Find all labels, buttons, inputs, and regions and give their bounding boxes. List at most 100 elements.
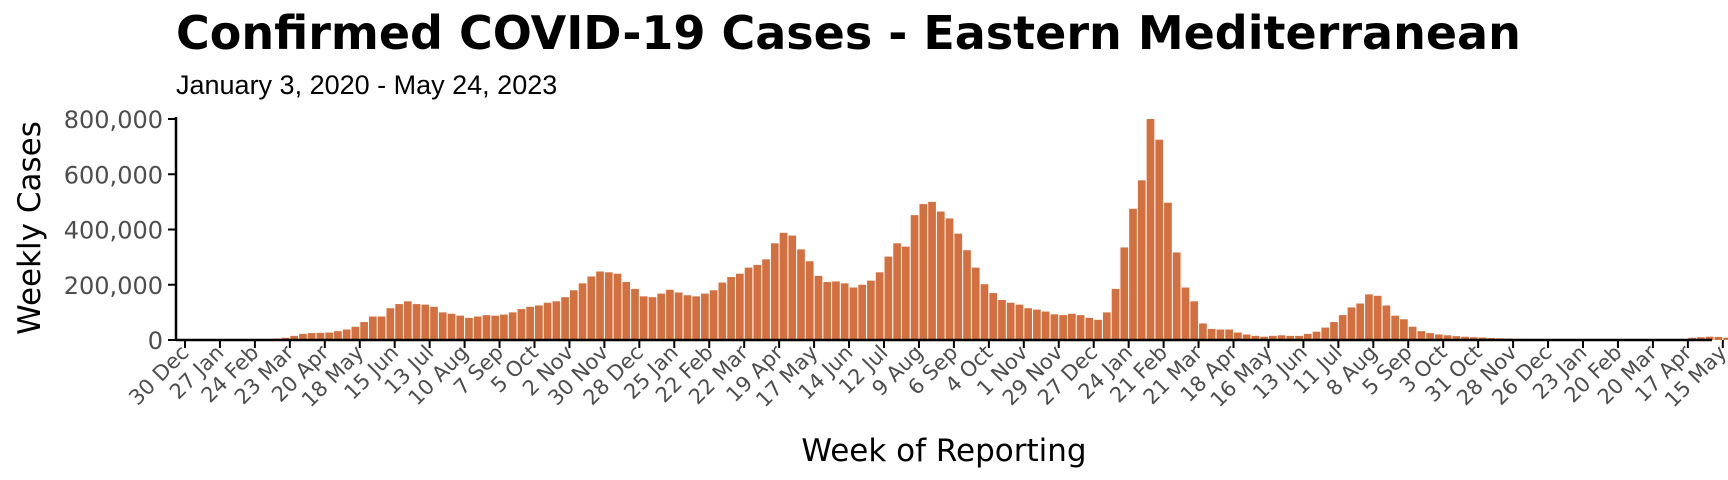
bar-week-83 bbox=[910, 215, 919, 340]
bar-week-42 bbox=[552, 301, 561, 340]
bar-week-80 bbox=[884, 256, 893, 340]
bar-week-59 bbox=[701, 293, 709, 340]
bar-week-97 bbox=[1033, 309, 1041, 340]
bar-week-124 bbox=[1268, 335, 1277, 340]
bar-week-22 bbox=[377, 316, 386, 340]
y-axis-title: Weekly Cases bbox=[12, 121, 48, 335]
bar-week-54 bbox=[657, 293, 666, 340]
bar-week-125 bbox=[1277, 335, 1286, 340]
chart-subtitle: January 3, 2020 - May 24, 2023 bbox=[176, 70, 558, 100]
bar-week-173 bbox=[1697, 337, 1705, 340]
bar-week-92 bbox=[989, 293, 998, 340]
bar-week-138 bbox=[1391, 315, 1399, 340]
bar-week-77 bbox=[858, 284, 866, 340]
bar-week-40 bbox=[535, 305, 543, 340]
bar-week-72 bbox=[814, 275, 823, 340]
bar-week-45 bbox=[578, 283, 587, 340]
bar-week-30 bbox=[447, 313, 456, 340]
bar-week-29 bbox=[438, 312, 447, 341]
bar-week-69 bbox=[788, 235, 797, 340]
bar-week-38 bbox=[517, 309, 526, 340]
bar-week-175 bbox=[1714, 336, 1723, 340]
bar-week-51 bbox=[631, 288, 639, 340]
bar-week-132 bbox=[1338, 315, 1347, 340]
bar-week-131 bbox=[1330, 322, 1338, 340]
bar-week-24 bbox=[395, 304, 403, 340]
bar-week-27 bbox=[421, 304, 430, 340]
bar-week-68 bbox=[779, 232, 788, 340]
bar-week-49 bbox=[613, 273, 622, 340]
bar-week-66 bbox=[762, 259, 770, 340]
bar-week-31 bbox=[456, 315, 465, 340]
bar-week-136 bbox=[1373, 295, 1382, 340]
bars-group bbox=[255, 119, 1728, 341]
bar-week-176 bbox=[1723, 337, 1728, 340]
bar-week-20 bbox=[360, 322, 368, 340]
y-tick-label: 800,000 bbox=[64, 106, 163, 134]
bar-week-18 bbox=[342, 329, 351, 340]
bar-week-55 bbox=[666, 289, 674, 340]
bar-week-34 bbox=[482, 315, 491, 340]
bar-week-90 bbox=[971, 267, 980, 340]
bar-week-52 bbox=[639, 296, 648, 340]
bar-week-82 bbox=[902, 246, 910, 340]
bar-week-64 bbox=[744, 267, 753, 340]
bar-week-62 bbox=[727, 277, 735, 340]
bar-week-121 bbox=[1242, 334, 1251, 340]
bar-week-139 bbox=[1400, 319, 1408, 340]
bar-week-84 bbox=[919, 204, 928, 340]
bar-week-135 bbox=[1365, 294, 1373, 340]
bar-week-35 bbox=[491, 315, 500, 340]
bar-week-85 bbox=[928, 201, 936, 341]
x-axis-title: Week of Reporting bbox=[801, 433, 1086, 469]
bar-week-147 bbox=[1469, 337, 1478, 340]
chart-title: Confirmed COVID-19 Cases - Eastern Medit… bbox=[176, 6, 1521, 60]
bar-week-12 bbox=[290, 335, 299, 340]
bar-week-19 bbox=[351, 326, 360, 340]
bar-week-73 bbox=[823, 281, 832, 340]
bar-week-74 bbox=[832, 281, 840, 340]
bar-week-86 bbox=[936, 211, 945, 340]
y-tick-label: 400,000 bbox=[64, 217, 163, 245]
bar-week-56 bbox=[674, 292, 683, 340]
bar-week-95 bbox=[1015, 304, 1024, 340]
bar-week-123 bbox=[1260, 336, 1268, 340]
bar-week-67 bbox=[770, 243, 779, 340]
bar-week-104 bbox=[1094, 319, 1102, 340]
bar-week-75 bbox=[840, 283, 849, 340]
bar-week-109 bbox=[1137, 180, 1146, 340]
bar-week-140 bbox=[1408, 326, 1417, 340]
bar-week-118 bbox=[1216, 329, 1225, 340]
bar-week-111 bbox=[1155, 139, 1164, 340]
bar-week-58 bbox=[692, 296, 700, 340]
bar-week-115 bbox=[1190, 301, 1199, 340]
bar-week-98 bbox=[1041, 311, 1050, 340]
bar-week-134 bbox=[1356, 303, 1365, 340]
bar-week-13 bbox=[299, 333, 307, 340]
bar-week-61 bbox=[718, 282, 727, 340]
bar-week-23 bbox=[386, 308, 395, 340]
bar-week-33 bbox=[473, 316, 482, 340]
bar-week-37 bbox=[508, 312, 517, 341]
bar-week-17 bbox=[334, 331, 342, 340]
bar-week-110 bbox=[1146, 119, 1155, 340]
bar-week-16 bbox=[325, 332, 334, 340]
bar-week-120 bbox=[1234, 332, 1242, 340]
bar-week-60 bbox=[709, 290, 718, 340]
bar-week-119 bbox=[1225, 329, 1233, 340]
bar-week-78 bbox=[867, 280, 875, 340]
bar-week-143 bbox=[1434, 334, 1443, 340]
bar-week-79 bbox=[875, 272, 884, 340]
bar-week-70 bbox=[797, 249, 805, 340]
bar-week-88 bbox=[954, 233, 963, 340]
bar-week-128 bbox=[1303, 333, 1312, 340]
bar-week-137 bbox=[1382, 305, 1391, 340]
bar-week-32 bbox=[465, 317, 473, 340]
bar-week-102 bbox=[1076, 315, 1085, 340]
bar-week-76 bbox=[849, 287, 858, 340]
bar-week-91 bbox=[980, 284, 989, 340]
y-tick-label: 0 bbox=[148, 327, 163, 355]
bar-week-133 bbox=[1347, 307, 1356, 340]
bar-week-71 bbox=[805, 261, 814, 340]
